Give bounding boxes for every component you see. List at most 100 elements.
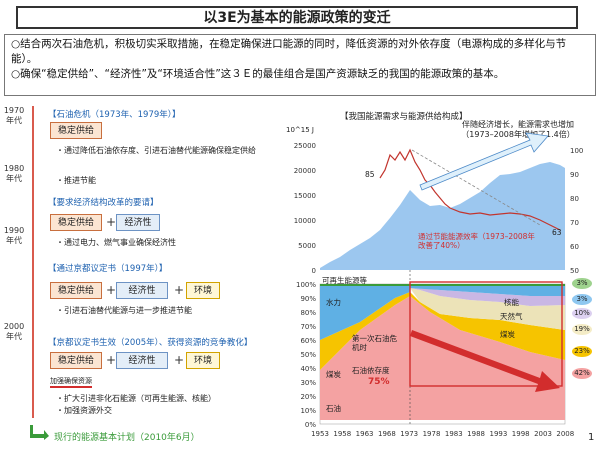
page-number: 1 (588, 432, 595, 443)
label-85: 85 (365, 170, 375, 179)
intro-box: ○结合两次石油危机，积极切实采取措施，在稳定确保进口能源的同时，降低资源的对外依… (4, 34, 596, 96)
left-tick-label: 5000 (298, 242, 316, 250)
left-tick-label: 10000 (294, 217, 316, 225)
x-tick-label: 1998 (512, 430, 530, 438)
demand-area (320, 162, 565, 270)
right-tick-label: 70 (570, 219, 579, 227)
highlight-frame (409, 281, 563, 387)
x-tick-label: 2008 (556, 430, 574, 438)
section-4-bullet-2: ・加强资源外交 (56, 406, 112, 415)
percent-tick-label: 40% (300, 365, 316, 373)
left-axis-ticks: 0 5000 10000 15000 20000 25000 (294, 142, 316, 275)
chart-heading: 【我国能源需求与能源供给构成】 (340, 112, 468, 122)
right-tick-label: 100 (570, 147, 583, 155)
section-3-box-economy: 经济性 (116, 282, 168, 299)
chart-top-annotation: 伴随经济增长，能源需求也增加（1973–2008年增加了1.4倍） (461, 120, 575, 139)
right-axis-ticks: 50 60 70 80 90 100 (570, 147, 583, 275)
section-1-box-stable: 稳定供给 (50, 122, 102, 139)
section-4-box-environment: 环境 (186, 352, 220, 369)
section-3-box-environment: 环境 (186, 282, 220, 299)
x-tick-label: 2003 (534, 430, 552, 438)
label-coal-right: 煤炭 (500, 330, 515, 339)
left-tick-label: 0 (312, 267, 316, 275)
percent-tick-label: 50% (300, 351, 316, 359)
section-1-bullet-2: ・推进节能 (56, 176, 96, 185)
section-3-box-stable: 稳定供给 (50, 282, 102, 299)
percent-tick-label: 0% (305, 421, 316, 429)
plus-sign: + (106, 215, 117, 229)
area-oil (320, 296, 565, 420)
right-tick-label: 50 (570, 267, 579, 275)
section-1-heading: 【石油危机（1973年、1979年）】 (48, 110, 181, 120)
efficiency-line (379, 148, 561, 231)
label-coal-left: 煤炭 (326, 370, 341, 379)
chart-unit: 10^15 J (286, 126, 314, 134)
label-hydro: 水力 (326, 298, 341, 307)
growth-arrow (419, 132, 549, 191)
section-2-box-economy: 经济性 (116, 214, 160, 231)
label-nuclear: 核能 (504, 298, 519, 307)
x-axis-ticks: 1953 1958 1963 1968 1973 1978 1983 1988 1993 1998… (311, 430, 574, 438)
section-4-heading: 【京都议定书生效（2005年）、获得资源的竞争教化】 (48, 338, 253, 348)
page-title: 以3E为基本的能源政策的变迁 (16, 6, 578, 29)
area-renewable (320, 284, 565, 286)
left-tick-label: 20000 (294, 167, 316, 175)
x-tick-label: 1953 (311, 430, 329, 438)
label-renewable: 可再生能源等 (322, 276, 367, 285)
area-nuclear (410, 288, 565, 306)
x-tick-label: 1958 (333, 430, 351, 438)
section-4-bullet-1: ・扩大引进非化石能源（可再生能源、核能） (56, 394, 216, 403)
x-tick-label: 1963 (356, 430, 374, 438)
resource-stamp: 加强确保资源 (50, 376, 92, 388)
plus-sign: + (106, 283, 117, 297)
label-oil-dependency: 石油依存度 (352, 366, 390, 375)
efficiency-note: 通过节能能源效率（1973–2008年改善了40%） (418, 232, 535, 250)
right-tick-label: 80 (570, 195, 579, 203)
trend-arrow-red (410, 330, 560, 392)
pct-coal: 23% (572, 346, 592, 357)
percent-tick-label: 10% (300, 407, 316, 415)
percent-tick-label: 90% (300, 295, 316, 303)
year-1980: 1980年代 (3, 164, 25, 183)
percent-tick-label: 20% (300, 393, 316, 401)
percent-tick-label: 60% (300, 337, 316, 345)
x-tick-label: 1983 (445, 430, 463, 438)
area-gas (410, 288, 565, 330)
label-crisis: 第一次石油危机时 (352, 334, 397, 352)
intro-line-1: ○结合两次石油危机，积极切实采取措施，在稳定确保进口能源的同时，降低资源的对外依… (11, 38, 567, 65)
label-gas: 天然气 (500, 312, 523, 321)
plus-sign: + (174, 353, 185, 367)
section-3-bullet-1: ・引进石油替代能源与进一步推进节能 (56, 306, 192, 315)
right-tick-label: 90 (570, 171, 579, 179)
right-tick-label: 60 (570, 243, 579, 251)
section-1-bullet-1: ・通过降低石油依存度、引进石油替代能源确保稳定供给 (56, 146, 256, 155)
intro-line-2: ○确保“稳定供给”、“经济性”及“环境适合性”这３Ｅ的最佳组合是国产资源缺乏的我… (11, 68, 505, 80)
x-tick-label: 1973 (400, 430, 418, 438)
section-2-box-stable: 稳定供给 (50, 214, 102, 231)
footer-text: 现行的能源基本计划（2010年6月） (54, 433, 200, 443)
corner-arrow-icon (30, 424, 50, 440)
section-4-box-economy: 经济性 (116, 352, 168, 369)
area-coal (320, 292, 565, 370)
pct-gas: 19% (572, 324, 592, 335)
timeline-bar (32, 106, 34, 418)
label-oil: 石油 (326, 404, 341, 413)
label-63: 63 (552, 228, 562, 237)
label-oil-pct: 75% (368, 377, 390, 387)
section-2-heading: 【要求经济结构改革的要请】 (48, 198, 159, 208)
section-4-box-stable: 稳定供给 (50, 352, 102, 369)
x-tick-label: 1978 (423, 430, 441, 438)
year-2000: 2000年代 (3, 322, 25, 341)
percent-tick-label: 100% (296, 281, 316, 289)
percent-tick-label: 80% (300, 309, 316, 317)
section-2-bullet-1: ・通过电力、燃气事业确保经济性 (56, 238, 176, 247)
x-tick-label: 1968 (378, 430, 396, 438)
plus-sign: + (106, 353, 117, 367)
left-tick-label: 15000 (294, 192, 316, 200)
left-tick-label: 25000 (294, 142, 316, 150)
pct-renewable: 3% (572, 278, 592, 289)
section-3-heading: 【通过京都议定书（1997年）】 (48, 264, 168, 274)
x-tick-label: 1988 (467, 430, 485, 438)
